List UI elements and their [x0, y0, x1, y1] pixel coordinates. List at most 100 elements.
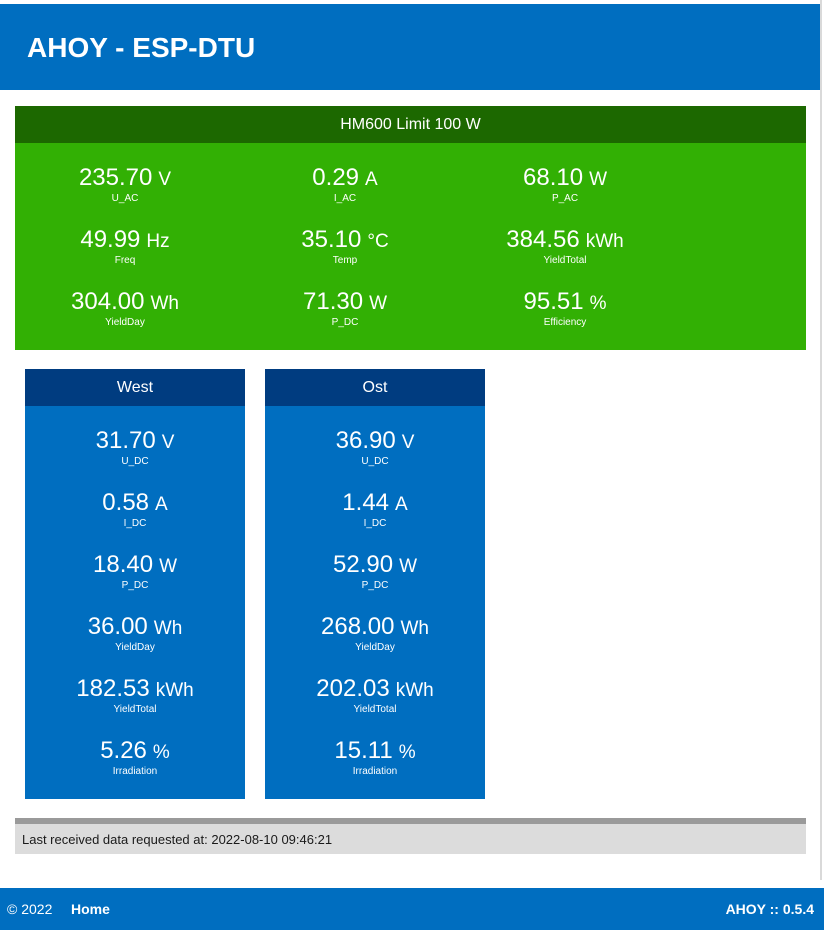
- unit: W: [159, 556, 177, 577]
- value: 268.00: [321, 613, 395, 640]
- label: YieldDay: [355, 642, 395, 653]
- inverter-panel: HM600 Limit 100 W 235.70 V U_AC 0.29 A I_AC …: [15, 106, 806, 350]
- value: 36.00: [87, 613, 148, 640]
- measurement-yield-total: 182.53 kWh YieldTotal: [25, 654, 245, 716]
- value: 49.99: [80, 226, 141, 253]
- unit: A: [395, 494, 408, 515]
- unit: Wh: [150, 293, 179, 314]
- measurement-irradiation: 5.26% Irradiation: [25, 716, 245, 778]
- home-link[interactable]: Home: [71, 901, 110, 917]
- unit: Wh: [153, 618, 183, 639]
- inverter-title: HM600 Limit 100 W: [15, 106, 806, 143]
- measurement-yield-total: 384.56 kWh YieldTotal: [455, 205, 675, 267]
- label: Irradiation: [112, 766, 158, 777]
- value: 182.53: [76, 675, 150, 702]
- label: I_AC: [333, 193, 357, 204]
- value: 71.30: [303, 288, 364, 315]
- measurement-yield-day: 36.00 Wh YieldDay: [25, 592, 245, 654]
- channel-panel-ost: Ost 36.90 V U_DC 1.44 A I_DC 52.90 W P_DC 268.…: [265, 369, 485, 799]
- channel-title: West: [25, 369, 245, 406]
- unit: %: [589, 293, 607, 314]
- unit: W: [589, 169, 607, 190]
- value: 95.51: [523, 288, 584, 315]
- unit: %: [398, 742, 416, 763]
- measurement-p-dc: 71.30 W P_DC: [235, 267, 455, 329]
- unit: W: [399, 556, 417, 577]
- value: 52.90: [333, 551, 394, 578]
- value: 68.10: [523, 164, 584, 191]
- label: Irradiation: [352, 766, 398, 777]
- label: YieldTotal: [543, 255, 587, 266]
- channel-panel-west: West 31.70 V U_DC 0.58 A I_DC 18.40 W P_DC 36.…: [25, 369, 245, 799]
- app-title: AHOY - ESP-DTU: [27, 32, 256, 63]
- measurement-u-dc: 31.70 V U_DC: [25, 406, 245, 468]
- label: P_AC: [551, 193, 579, 204]
- unit: Hz: [146, 231, 170, 252]
- label: Temp: [332, 255, 358, 266]
- value: 0.29: [312, 164, 360, 191]
- measurement-yield-day: 304.00 Wh YieldDay: [15, 267, 235, 329]
- measurement-u-ac: 235.70 V U_AC: [15, 143, 235, 205]
- value: 384.56: [506, 226, 580, 253]
- measurement-irradiation: 15.11% Irradiation: [265, 716, 485, 778]
- label: P_DC: [121, 580, 149, 591]
- unit: %: [152, 742, 170, 763]
- status-text: Last received data requested at: 2022-08…: [22, 832, 333, 847]
- label: Efficiency: [543, 317, 587, 328]
- measurement-i-dc: 0.58 A I_DC: [25, 468, 245, 530]
- unit: °C: [367, 231, 389, 252]
- footer: © 2022 Home AHOY :: 0.5.4: [0, 888, 824, 930]
- value: 304.00: [71, 288, 145, 315]
- label: I_DC: [363, 518, 387, 529]
- app-header: AHOY - ESP-DTU: [0, 4, 820, 90]
- label: U_DC: [121, 456, 149, 467]
- value: 36.90: [335, 427, 396, 454]
- unit: kWh: [395, 680, 434, 701]
- status-bar: Last received data requested at: 2022-08…: [15, 818, 806, 854]
- measurement-u-dc: 36.90 V U_DC: [265, 406, 485, 468]
- measurement-p-dc: 18.40 W P_DC: [25, 530, 245, 592]
- measurement-efficiency: 95.51% Efficiency: [455, 267, 675, 329]
- value: 0.58: [102, 489, 150, 516]
- label: U_DC: [361, 456, 389, 467]
- value: 5.26: [100, 737, 147, 764]
- value: 35.10: [301, 226, 362, 253]
- value: 202.03: [316, 675, 390, 702]
- label: Freq: [114, 255, 136, 266]
- measurement-temp: 35.10 °C Temp: [235, 205, 455, 267]
- label: U_AC: [111, 193, 139, 204]
- label: YieldTotal: [113, 704, 157, 715]
- value: 235.70: [78, 164, 153, 191]
- label: YieldDay: [115, 642, 155, 653]
- unit: A: [365, 169, 378, 190]
- unit: Wh: [400, 618, 429, 639]
- label: YieldTotal: [353, 704, 397, 715]
- channel-title: Ost: [265, 369, 485, 406]
- version-label: AHOY :: 0.5.4: [725, 901, 814, 917]
- unit: V: [401, 432, 415, 453]
- unit: W: [369, 293, 387, 314]
- label: YieldDay: [105, 317, 145, 328]
- unit: V: [161, 432, 175, 453]
- label: P_DC: [331, 317, 359, 328]
- measurement-p-ac: 68.10 W P_AC: [455, 143, 675, 205]
- value: 18.40: [93, 551, 154, 578]
- measurement-yield-total: 202.03 kWh YieldTotal: [265, 654, 485, 716]
- measurement-p-dc: 52.90 W P_DC: [265, 530, 485, 592]
- unit: kWh: [155, 680, 194, 701]
- label: P_DC: [361, 580, 389, 591]
- inverter-values: 235.70 V U_AC 0.29 A I_AC 68.10 W P_AC 49.99 Hz…: [15, 143, 675, 329]
- label: I_DC: [123, 518, 147, 529]
- value: 15.11: [334, 737, 393, 764]
- measurement-i-ac: 0.29 A I_AC: [235, 143, 455, 205]
- scrollbar-edge: [820, 0, 822, 880]
- measurement-i-dc: 1.44 A I_DC: [265, 468, 485, 530]
- value: 1.44: [342, 489, 390, 516]
- measurement-yield-day: 268.00 Wh YieldDay: [265, 592, 485, 654]
- measurement-freq: 49.99 Hz Freq: [15, 205, 235, 267]
- value: 31.70: [95, 427, 156, 454]
- unit: kWh: [585, 231, 624, 252]
- copyright: © 2022: [7, 901, 53, 917]
- unit: V: [158, 169, 172, 190]
- unit: A: [155, 494, 168, 515]
